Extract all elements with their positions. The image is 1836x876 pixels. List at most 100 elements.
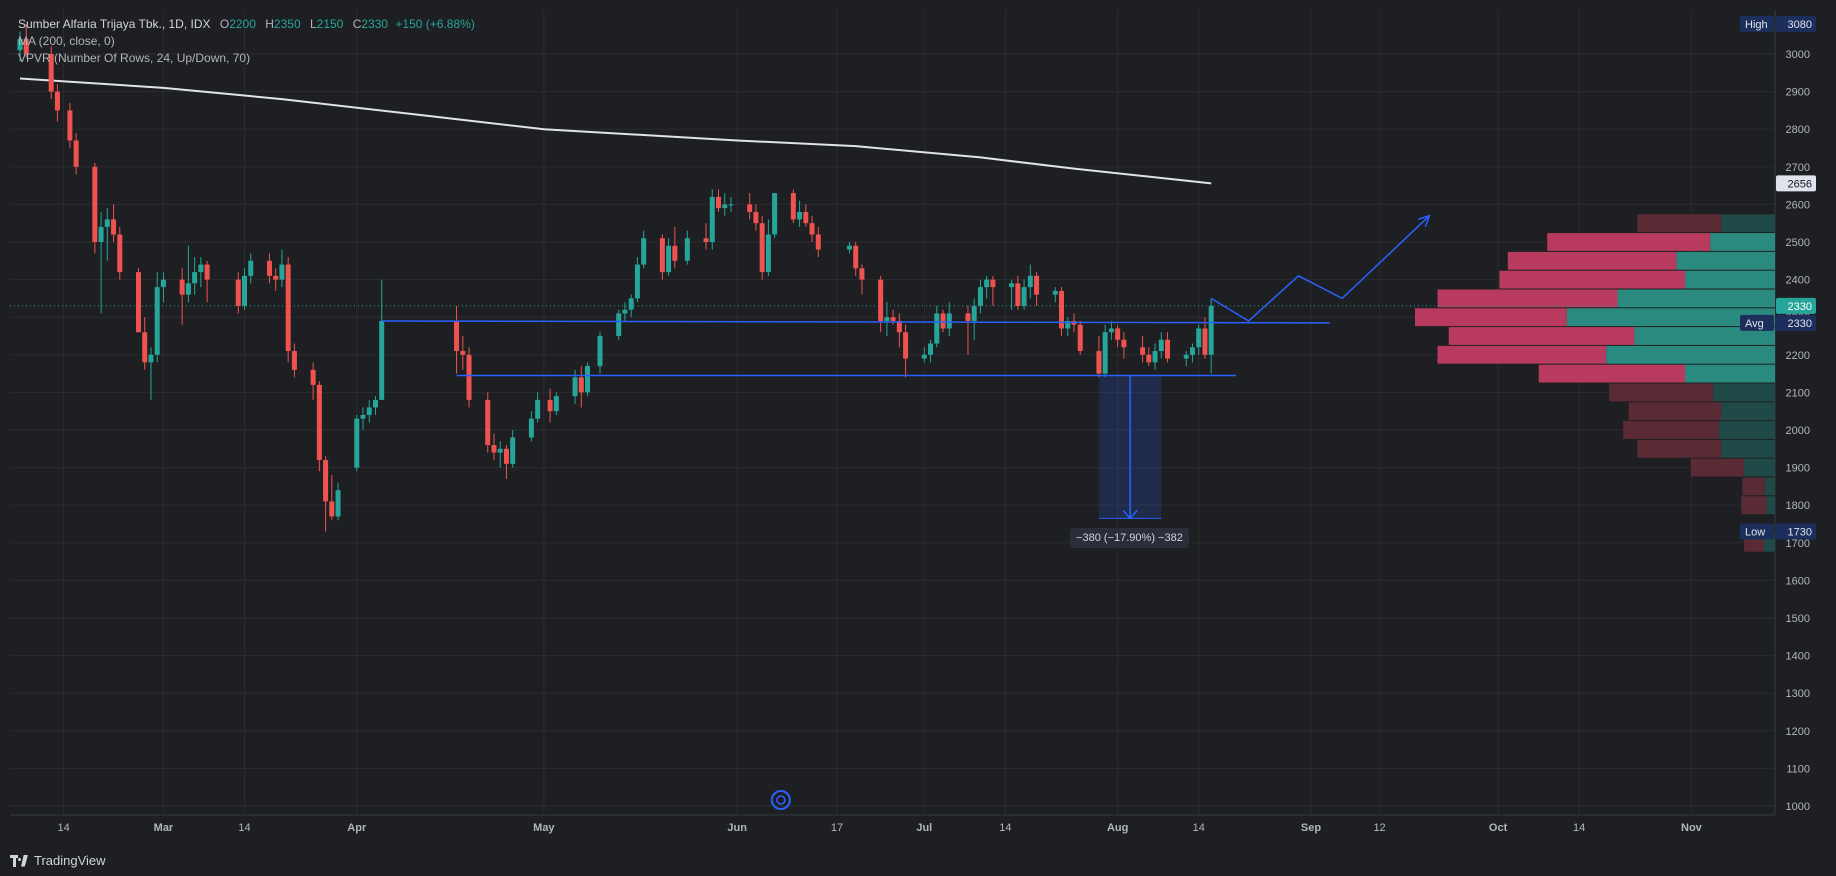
candle-body bbox=[1021, 287, 1027, 306]
vpvr-indicator-label[interactable]: VPVR (Number Of Rows, 24, Up/Down, 70) bbox=[18, 51, 251, 65]
y-tick-label: 2400 bbox=[1786, 275, 1810, 287]
candle-body bbox=[884, 317, 890, 321]
candle-body bbox=[747, 204, 753, 212]
low-badge-name: Low bbox=[1745, 527, 1765, 539]
candle-body bbox=[1009, 283, 1015, 288]
footer: TradingView bbox=[10, 853, 106, 868]
candle-body bbox=[572, 377, 578, 397]
candle-body bbox=[279, 264, 285, 280]
vpvr-bar-up bbox=[1606, 345, 1775, 364]
vpvr-bar-up bbox=[1764, 477, 1775, 496]
candle-body bbox=[1052, 290, 1058, 295]
candle-body bbox=[242, 275, 248, 306]
vpvr-bar-up bbox=[1685, 270, 1775, 289]
high-badge-value: 3080 bbox=[1788, 19, 1812, 31]
y-tick-label: 2600 bbox=[1786, 199, 1810, 211]
x-tick-label: 14 bbox=[1193, 822, 1205, 834]
y-tick-label: 1300 bbox=[1786, 688, 1810, 700]
vpvr-bar-down bbox=[1628, 402, 1722, 421]
candle-body bbox=[896, 320, 902, 333]
vpvr-bar-up bbox=[1634, 327, 1775, 345]
x-tick-label: 14 bbox=[1573, 822, 1585, 834]
vpvr-bar-up bbox=[1617, 289, 1775, 308]
change-value: +150 (+6.88%) bbox=[395, 17, 475, 31]
candle-body bbox=[765, 234, 771, 273]
candle-body bbox=[54, 91, 60, 111]
vpvr-bar-up bbox=[1713, 383, 1775, 402]
vpvr-bar-up bbox=[1566, 308, 1775, 327]
candle-body bbox=[853, 245, 859, 269]
candle-body bbox=[329, 501, 335, 517]
vpvr-bar-up bbox=[1676, 251, 1775, 270]
y-tick-label: 2500 bbox=[1786, 237, 1810, 249]
vpvr-bar-down bbox=[1507, 251, 1677, 270]
candle-body bbox=[503, 448, 509, 464]
ma-last-badge bbox=[1776, 175, 1816, 192]
candle-body bbox=[1096, 351, 1102, 374]
y-tick-label: 2800 bbox=[1786, 124, 1810, 136]
candle-body bbox=[1065, 320, 1071, 329]
candle-body bbox=[1152, 351, 1158, 363]
candle-body bbox=[1183, 354, 1189, 359]
avg-badge-value: 2330 bbox=[1788, 318, 1812, 330]
open-value: 2200 bbox=[229, 17, 256, 31]
y-tick-label: 2900 bbox=[1786, 87, 1810, 99]
candle-body bbox=[1158, 339, 1164, 352]
candle-body bbox=[790, 193, 796, 220]
ma-indicator-label[interactable]: MA (200, close, 0) bbox=[18, 34, 115, 48]
low-badge-tag bbox=[1740, 523, 1774, 540]
candle-body bbox=[535, 399, 541, 419]
candle-body bbox=[659, 238, 665, 273]
candle-body bbox=[753, 211, 759, 224]
candle-body bbox=[1146, 354, 1152, 363]
candle-body bbox=[890, 317, 896, 321]
candle-body bbox=[622, 309, 628, 314]
candle-body bbox=[1208, 305, 1214, 355]
x-tick-label: Sep bbox=[1301, 822, 1321, 834]
candle-body bbox=[759, 223, 765, 273]
x-tick-label: Mar bbox=[154, 822, 174, 834]
candle-body bbox=[715, 196, 721, 209]
event-marker-icon bbox=[770, 790, 791, 810]
vpvr-bar-up bbox=[1763, 533, 1775, 552]
plot-area bbox=[10, 10, 1775, 815]
candle-body bbox=[859, 268, 865, 280]
candle-body bbox=[160, 279, 166, 288]
x-tick-label: 14 bbox=[999, 822, 1011, 834]
candle-body bbox=[179, 279, 185, 295]
candle-body bbox=[634, 264, 640, 299]
low-value: 2150 bbox=[316, 17, 344, 31]
vpvr-bar-down bbox=[1637, 214, 1722, 233]
candle-body bbox=[185, 283, 191, 295]
candle-body bbox=[323, 460, 329, 502]
x-tick-label: Apr bbox=[347, 822, 367, 834]
resistance-line bbox=[381, 320, 1330, 324]
candle-body bbox=[1196, 328, 1202, 348]
y-tick-label: 1000 bbox=[1786, 801, 1810, 813]
candle-body bbox=[454, 320, 460, 352]
candle-body bbox=[684, 238, 690, 261]
chart-legend: Sumber Alfaria Trijaya Tbk., 1D, IDX O22… bbox=[18, 16, 475, 67]
candle-body bbox=[903, 332, 909, 359]
avg-badge-tag bbox=[1740, 314, 1774, 331]
ma-last-badge-value: 2656 bbox=[1788, 178, 1812, 190]
candle-body bbox=[67, 110, 73, 141]
candle-body bbox=[366, 407, 372, 415]
brand-name: TradingView bbox=[34, 853, 106, 868]
y-tick-label: 1600 bbox=[1786, 575, 1810, 587]
y-tick-label: 2200 bbox=[1786, 350, 1810, 362]
y-tick-label: 1900 bbox=[1786, 463, 1810, 475]
candle-body bbox=[578, 377, 584, 393]
candle-body bbox=[192, 272, 198, 284]
x-tick-label: Jun bbox=[727, 822, 747, 834]
candle-body bbox=[940, 313, 946, 329]
vpvr-bar-down bbox=[1538, 364, 1685, 383]
vpvr-bar-down bbox=[1448, 327, 1635, 345]
candle-body bbox=[135, 272, 141, 333]
candle-body bbox=[628, 298, 634, 310]
x-tick-label: Aug bbox=[1107, 822, 1128, 834]
candle-body bbox=[528, 418, 534, 438]
candle-body bbox=[846, 245, 852, 250]
